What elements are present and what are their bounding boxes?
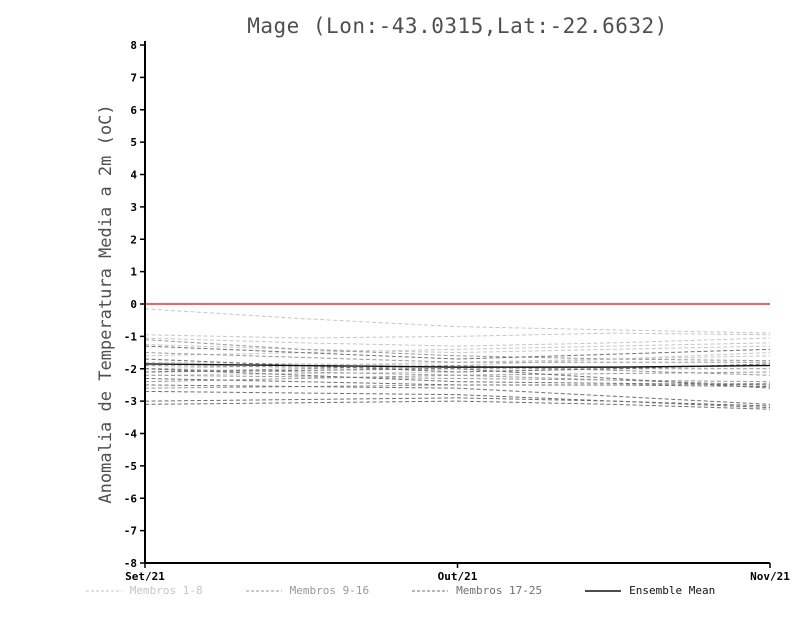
y-tick-label: -7 bbox=[124, 525, 137, 538]
ensemble-member-line bbox=[144, 343, 771, 354]
legend-item: Membros 9-16 bbox=[245, 584, 369, 597]
legend-item: Membros 17-25 bbox=[411, 584, 542, 597]
y-tick-label: 6 bbox=[130, 104, 137, 117]
ensemble-member-line bbox=[144, 377, 771, 388]
legend: Membros 1-8 Membros 9-16 Membros 17-25 Ense… bbox=[0, 584, 800, 597]
y-tick-label: -3 bbox=[124, 395, 137, 408]
ensemble-member-line bbox=[144, 368, 771, 386]
ensemble-member-line bbox=[144, 337, 771, 347]
y-tick-label: 8 bbox=[130, 39, 137, 52]
legend-line-sample bbox=[412, 590, 449, 591]
y-tick-label: -6 bbox=[124, 492, 138, 505]
y-tick-label: 1 bbox=[130, 266, 137, 279]
y-tick-label: 7 bbox=[130, 71, 137, 84]
y-tick-label: -2 bbox=[124, 363, 137, 376]
y-tick-label: 3 bbox=[130, 201, 137, 214]
y-tick-label: 4 bbox=[130, 169, 137, 182]
legend-line-sample bbox=[85, 590, 122, 591]
ensemble-member-line bbox=[144, 308, 771, 334]
ensemble-member-line bbox=[144, 352, 770, 363]
y-tick-label: -5 bbox=[124, 460, 137, 473]
ensemble-member-line bbox=[144, 397, 771, 407]
y-tick-label: 5 bbox=[130, 136, 137, 149]
legend-item: Membros 1-8 bbox=[85, 584, 203, 597]
x-tick-label: Out/21 bbox=[438, 570, 478, 583]
x-tick-label: Set/21 bbox=[125, 570, 165, 583]
legend-line-sample bbox=[585, 589, 622, 592]
ensemble-member-line bbox=[144, 384, 771, 405]
ensemble-member-line bbox=[144, 390, 771, 409]
ensemble-member-line bbox=[144, 365, 771, 376]
ensemble-member-line bbox=[144, 342, 771, 357]
x-tick-label: Nov/21 bbox=[750, 570, 790, 583]
legend-label: Membros 17-25 bbox=[456, 584, 543, 597]
ensemble-member-line bbox=[144, 400, 771, 410]
y-tick-label: -4 bbox=[124, 428, 138, 441]
chart-title: Mage (Lon:-43.0315,Lat:-22.6632) bbox=[247, 14, 668, 38]
y-tick-label: -1 bbox=[124, 330, 138, 343]
legend-label: Membros 9-16 bbox=[289, 584, 370, 597]
ensemble-member-line bbox=[144, 368, 771, 389]
ensemble-member-line bbox=[144, 345, 771, 360]
ensemble-mean-line bbox=[144, 363, 771, 368]
y-tick-label: 0 bbox=[130, 298, 137, 311]
ensemble-member-line bbox=[144, 374, 771, 383]
legend-line-sample bbox=[245, 590, 282, 591]
ensemble-member-line bbox=[144, 332, 771, 339]
y-tick-label: -8 bbox=[124, 557, 137, 570]
legend-item: Ensemble Mean bbox=[584, 584, 715, 597]
legend-label: Ensemble Mean bbox=[629, 584, 716, 597]
y-tick-label: 2 bbox=[130, 233, 137, 246]
ensemble-member-line bbox=[144, 339, 771, 362]
legend-label: Membros 1-8 bbox=[129, 584, 203, 597]
